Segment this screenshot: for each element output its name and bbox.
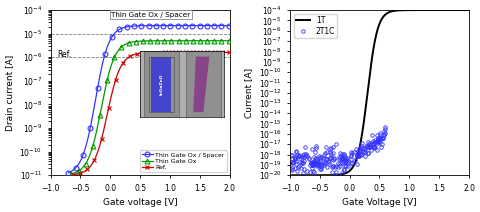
2T1C [324,150,330,153]
Text: Ref.: Ref. [58,50,72,59]
1T [368,64,374,67]
2T1C [383,128,388,131]
1T [407,9,412,11]
2T1C [332,173,338,176]
2T1C [383,126,388,129]
Line: 2T1C: 2T1C [288,126,387,176]
2T1C [354,154,360,157]
2T1C [341,168,347,171]
2T1C [302,146,308,148]
Legend: Thin Gate Ox / Spacer, Thin Gate Ox, Ref.: Thin Gate Ox / Spacer, Thin Gate Ox, Ref… [140,150,227,172]
Legend: 1T, 2T1C: 1T, 2T1C [294,14,337,38]
2T1C [379,143,384,145]
1T [466,9,472,11]
2T1C [324,145,329,148]
X-axis label: Gate Voltage [V]: Gate Voltage [V] [342,198,417,207]
1T [287,174,293,177]
1T [333,174,339,176]
Text: Thin Gate Ox / Spacer: Thin Gate Ox / Spacer [111,12,191,18]
Y-axis label: Current [A]: Current [A] [244,68,253,118]
1T [393,9,398,12]
1T [422,9,428,11]
1T [319,174,324,177]
X-axis label: Gate voltage [V]: Gate voltage [V] [103,198,178,207]
Y-axis label: Drain current [A]: Drain current [A] [5,54,14,131]
Line: 1T: 1T [290,10,469,175]
2T1C [287,163,293,165]
